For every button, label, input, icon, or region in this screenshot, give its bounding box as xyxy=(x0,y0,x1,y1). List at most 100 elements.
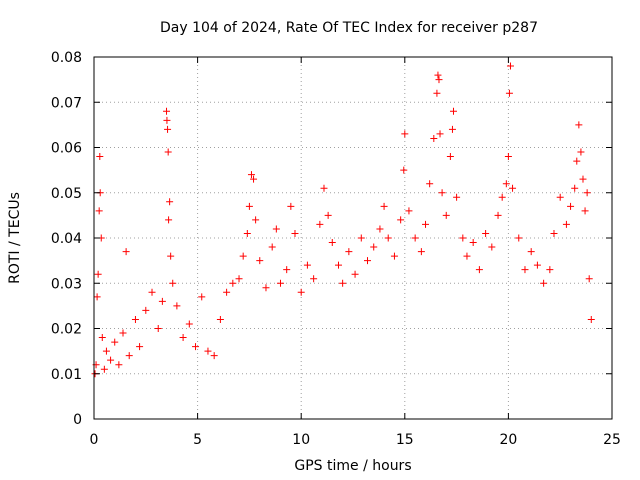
data-point-marker xyxy=(111,338,119,346)
data-point-marker xyxy=(125,352,133,360)
data-point-marker xyxy=(364,257,372,265)
data-point-marker xyxy=(316,220,324,228)
data-point-marker xyxy=(422,220,430,228)
x-axis-ticks: 0 5 10 15 20 25 xyxy=(90,57,621,448)
data-point-marker xyxy=(376,225,384,233)
data-point-marker xyxy=(95,207,103,215)
data-point-marker xyxy=(250,175,258,183)
data-point-marker xyxy=(405,207,413,215)
data-point-marker xyxy=(438,189,446,197)
data-point-marker xyxy=(96,153,104,161)
data-point-marker xyxy=(453,193,461,201)
data-point-marker xyxy=(573,157,581,165)
data-point-marker xyxy=(287,202,295,210)
data-point-marker xyxy=(401,130,409,138)
x-tick-label: 10 xyxy=(292,432,310,448)
data-point-marker xyxy=(328,239,336,247)
data-point-marker xyxy=(102,347,110,355)
data-point-marker xyxy=(498,193,506,201)
data-point-marker xyxy=(433,89,441,97)
data-point-marker xyxy=(521,266,529,274)
data-point-marker xyxy=(98,334,106,342)
data-point-marker xyxy=(506,62,514,70)
data-point-marker xyxy=(320,184,328,192)
data-point-marker xyxy=(239,252,247,260)
data-point-marker xyxy=(426,180,434,188)
data-point-marker xyxy=(158,297,166,305)
data-point-marker xyxy=(100,365,108,373)
y-tick-label: 0 xyxy=(73,412,82,428)
data-point-marker xyxy=(370,243,378,251)
y-tick-label: 0.06 xyxy=(51,141,82,157)
data-point-marker xyxy=(164,125,172,133)
data-point-marker xyxy=(185,320,193,328)
data-point-marker xyxy=(417,248,425,256)
data-point-marker xyxy=(210,352,218,360)
data-point-marker xyxy=(411,234,419,242)
x-tick-label: 0 xyxy=(90,432,99,448)
data-point-marker xyxy=(163,107,171,115)
x-tick-label: 20 xyxy=(499,432,517,448)
data-point-marker xyxy=(504,153,512,161)
data-point-marker xyxy=(122,248,130,256)
data-point-marker xyxy=(540,279,548,287)
data-point-marker xyxy=(173,302,181,310)
data-point-marker xyxy=(94,270,102,278)
data-point-marker xyxy=(550,229,558,237)
data-point-marker xyxy=(131,315,139,323)
y-tick-label: 0.01 xyxy=(51,367,82,383)
data-point-marker xyxy=(198,293,206,301)
data-point-marker xyxy=(165,216,173,224)
chart-title: Day 104 of 2024, Rate Of TEC Index for r… xyxy=(160,20,538,36)
data-point-marker xyxy=(488,243,496,251)
data-point-marker xyxy=(434,71,442,79)
data-point-marker xyxy=(310,275,318,283)
data-point-marker xyxy=(587,315,595,323)
data-point-marker xyxy=(148,288,156,296)
data-point-marker xyxy=(179,334,187,342)
data-point-marker xyxy=(380,202,388,210)
data-point-marker xyxy=(505,89,513,97)
y-axis-ticks: 0 0.01 0.02 0.03 0.04 0.05 0.06 0.07 0.08 xyxy=(51,50,612,428)
data-point-marker xyxy=(115,361,123,369)
data-point-marker xyxy=(163,116,171,124)
data-point-marker xyxy=(262,284,270,292)
data-point-marker xyxy=(204,347,212,355)
data-point-marker xyxy=(494,211,502,219)
data-point-marker xyxy=(166,198,174,206)
data-point-marker xyxy=(283,266,291,274)
data-point-marker xyxy=(562,220,570,228)
data-point-marker xyxy=(268,243,276,251)
data-point-marker xyxy=(247,171,255,179)
data-point-marker xyxy=(119,329,127,337)
data-point-marker xyxy=(446,153,454,161)
data-point-marker xyxy=(449,107,457,115)
y-tick-label: 0.08 xyxy=(51,50,82,66)
data-point-marker xyxy=(430,134,438,142)
data-point-marker xyxy=(567,202,575,210)
data-point-marker xyxy=(339,279,347,287)
data-point-marker xyxy=(459,234,467,242)
data-point-marker xyxy=(571,184,579,192)
data-point-marker xyxy=(245,202,253,210)
data-point-marker xyxy=(400,166,408,174)
data-point-marker xyxy=(509,184,517,192)
data-point-marker xyxy=(167,252,175,260)
y-tick-label: 0.05 xyxy=(51,186,82,202)
x-axis-label: GPS time / hours xyxy=(294,458,411,474)
data-point-marker xyxy=(272,225,280,233)
data-point-marker xyxy=(469,239,477,247)
x-tick-label: 25 xyxy=(603,432,621,448)
data-point-marker xyxy=(357,234,365,242)
data-point-marker xyxy=(533,261,541,269)
data-point-marker xyxy=(154,325,162,332)
data-point-marker xyxy=(164,148,172,156)
data-point-marker xyxy=(229,279,237,287)
data-point-marker xyxy=(577,148,585,156)
data-point-marker xyxy=(583,189,591,197)
data-point-marker xyxy=(384,234,392,242)
data-point-marker xyxy=(397,216,405,224)
data-point-marker xyxy=(579,175,587,183)
data-point-marker xyxy=(192,343,200,351)
